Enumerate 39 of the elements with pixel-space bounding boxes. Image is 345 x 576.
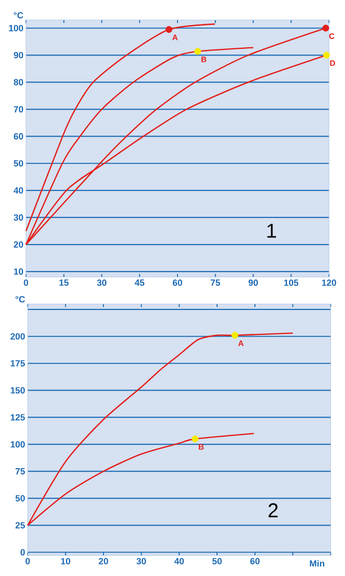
y-axis-title: °C	[14, 12, 24, 18]
x-tick-label: 0	[26, 558, 30, 564]
y-tick-label: 30	[14, 214, 24, 221]
annotation: 1	[267, 224, 276, 238]
x-axis-title: Min	[310, 560, 324, 567]
y-tick-label: 75	[16, 468, 25, 474]
y-tick-label: 100	[9, 24, 24, 32]
y-tick-label: 125	[10, 414, 25, 421]
x-tick-label: 75	[210, 280, 220, 286]
y-tick-label: 90	[14, 52, 24, 58]
y-tick-label: 150	[10, 387, 25, 394]
y-tick-label: 25	[16, 522, 25, 528]
y-tick-label: 40	[14, 187, 24, 194]
x-tick-label: 105	[284, 280, 298, 286]
x-tick-label: 10	[61, 558, 70, 564]
annotation: 2	[268, 503, 278, 518]
x-tick-label: 50	[212, 558, 222, 564]
y-tick-label: 100	[10, 441, 25, 448]
x-tick-label: 90	[248, 280, 258, 286]
y-tick-label: 80	[14, 79, 24, 86]
y-tick-label: 50	[14, 160, 24, 167]
y-tick-label: 175	[10, 360, 25, 366]
y-tick-label: 70	[14, 106, 24, 112]
x-tick-label: 20	[98, 558, 108, 564]
x-tick-label: 15	[59, 280, 69, 286]
y-tick-label: 0	[20, 549, 25, 556]
x-tick-label: 120	[322, 280, 336, 286]
y-axis-title: °C	[16, 296, 25, 302]
y-tick-label: 200	[10, 333, 25, 340]
x-tick-label: 40	[174, 558, 184, 564]
x-tick-label: 30	[136, 558, 146, 564]
y-tick-label: 60	[14, 133, 24, 140]
x-tick-label: 45	[134, 280, 144, 286]
x-tick-label: 60	[172, 280, 182, 286]
x-tick-label: 30	[96, 280, 106, 286]
y-tick-label: 20	[14, 241, 24, 248]
x-tick-label: 60	[250, 558, 260, 564]
y-tick-label: 50	[15, 495, 25, 502]
y-tick-label: 10	[14, 268, 24, 275]
